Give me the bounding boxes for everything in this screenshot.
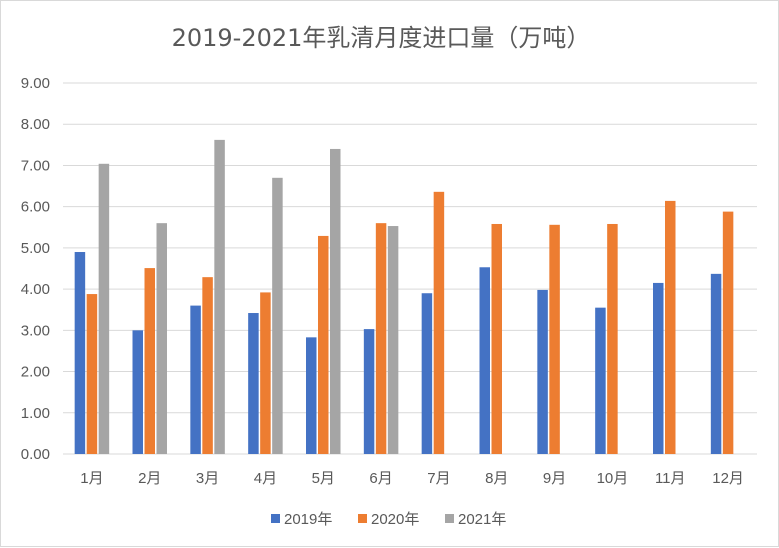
bar [722, 211, 734, 454]
bar [330, 148, 341, 454]
bar [260, 292, 271, 454]
bar [156, 223, 167, 454]
x-tick-label: 3月 [196, 470, 219, 487]
y-tick-label: 5.00 [21, 240, 50, 257]
x-tick-label: 1月 [80, 470, 103, 487]
bar [665, 200, 676, 454]
gridlines [63, 82, 757, 455]
bar [537, 289, 548, 454]
bar [202, 277, 213, 454]
x-tick-label: 12月 [712, 470, 744, 487]
x-tick-label: 6月 [369, 470, 392, 487]
chart-title: 2019-2021年乳清月度进口量（万吨） [172, 24, 591, 52]
bar [74, 252, 86, 454]
bar [248, 313, 259, 454]
bar [363, 329, 375, 454]
legend-label: 2021年 [458, 511, 506, 528]
bar [190, 305, 201, 454]
bar [491, 223, 502, 454]
y-tick-label: 9.00 [21, 75, 50, 92]
bar [653, 282, 664, 454]
bar [306, 337, 317, 454]
bar [318, 235, 329, 454]
legend-swatch [271, 514, 280, 523]
x-tick-label: 5月 [312, 470, 335, 487]
bar [375, 223, 387, 454]
legend: 2019年 2020年 2021年 [271, 511, 506, 528]
y-tick-label: 2.00 [21, 364, 50, 381]
x-tick-label: 2月 [138, 470, 161, 487]
y-tick-label: 4.00 [21, 281, 50, 298]
x-axis: 1月 2月 3月 4月 5月 6月 7月 8月 9月 10月 11月 12月 [80, 470, 744, 487]
bar [595, 307, 606, 454]
bar [710, 273, 722, 454]
legend-swatch [445, 514, 454, 523]
legend-label: 2019年 [284, 511, 332, 528]
y-axis: 0.00 1.00 2.00 3.00 4.00 5.00 6.00 7.00 8.00 9.00 [21, 75, 50, 463]
x-tick-label: 8月 [485, 470, 508, 487]
bar [86, 294, 98, 454]
legend-swatch [358, 514, 367, 523]
bar [387, 226, 399, 454]
x-tick-label: 7月 [427, 470, 450, 487]
bar [479, 267, 490, 454]
bar [607, 223, 618, 454]
bars [74, 139, 734, 455]
y-tick-label: 7.00 [21, 157, 50, 174]
bar [272, 177, 283, 455]
bar [132, 330, 143, 454]
y-tick-label: 3.00 [21, 322, 50, 339]
x-tick-label: 11月 [655, 470, 686, 487]
y-tick-label: 1.00 [21, 405, 50, 422]
y-tick-label: 8.00 [21, 116, 50, 133]
bar [98, 163, 110, 454]
bar [433, 191, 445, 454]
bar [214, 139, 225, 455]
y-tick-label: 6.00 [21, 199, 50, 216]
bar [549, 224, 560, 454]
bar [144, 268, 155, 454]
x-tick-label: 4月 [254, 470, 277, 487]
y-tick-label: 0.00 [21, 446, 50, 463]
legend-label: 2020年 [371, 511, 419, 528]
bar [421, 293, 433, 454]
x-tick-label: 10月 [597, 470, 629, 487]
x-tick-label: 9月 [543, 470, 566, 487]
